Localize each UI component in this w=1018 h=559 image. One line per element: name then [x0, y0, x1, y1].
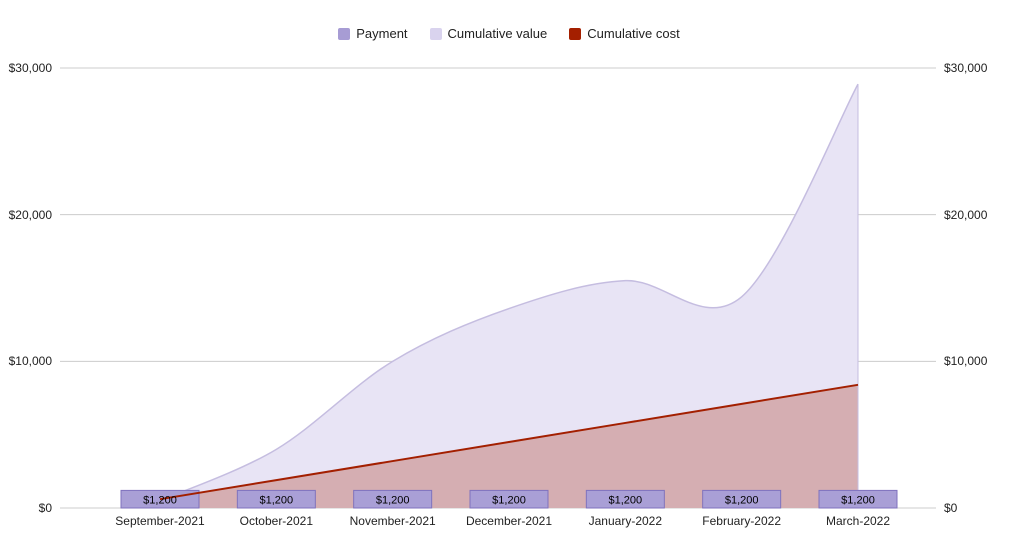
legend-label: Payment: [356, 26, 408, 41]
x-axis-label: September-2021: [115, 514, 205, 528]
bar-value-label: $1,200: [492, 494, 526, 506]
payment-bar[interactable]: [818, 489, 898, 509]
legend: Payment Cumulative value Cumulative cost: [0, 27, 1018, 40]
x-axis-label: December-2021: [465, 514, 553, 528]
x-axis-label: February-2022: [702, 514, 782, 528]
y-tick-label-right: $20,000: [944, 207, 988, 222]
bar-value-label: $1,200: [376, 494, 410, 506]
y-tick-label-right: $30,000: [944, 61, 988, 75]
bar-value-label: $1,200: [143, 494, 177, 506]
y-tick-label-left: $20,000: [8, 207, 52, 222]
bar-value-label: $1,200: [260, 494, 294, 506]
legend-item-cumulative-cost[interactable]: Cumulative cost: [569, 26, 680, 41]
cumulative-cost-line: [159, 383, 859, 501]
legend-label: Cumulative value: [447, 26, 548, 41]
legend-swatch-icon: [569, 27, 582, 40]
payment-bar[interactable]: [353, 489, 433, 509]
legend-item-cumulative-value[interactable]: Cumulative value: [429, 26, 548, 41]
y-tick-label-left: $0: [38, 501, 52, 515]
cumulative-value-line: [159, 83, 859, 502]
bar-value-label: $1,200: [841, 494, 875, 506]
bar-value-label: $1,200: [725, 494, 759, 506]
x-axis-label: March-2022: [825, 514, 891, 528]
y-tick-label-left: $30,000: [8, 61, 52, 75]
cumulative-value-area: [160, 84, 858, 508]
payment-bar[interactable]: [702, 489, 782, 509]
payment-bar[interactable]: [469, 489, 549, 509]
x-axis-label: January-2022: [588, 514, 663, 528]
y-tick-label-right: $0: [944, 501, 958, 515]
legend-swatch-icon: [429, 27, 442, 40]
payment-bar[interactable]: [236, 489, 316, 509]
x-axis-label: November-2021: [349, 514, 436, 528]
y-tick-label-right: $10,000: [944, 354, 988, 369]
cumulative-cost-area: [160, 384, 858, 508]
y-tick-label-left: $10,000: [8, 354, 52, 369]
payment-bar[interactable]: [585, 489, 665, 509]
legend-item-payment[interactable]: Payment: [338, 26, 408, 41]
x-axis-label: October-2021: [239, 514, 314, 528]
bar-value-label: $1,200: [609, 494, 643, 506]
legend-label: Cumulative cost: [587, 26, 680, 41]
legend-swatch-icon: [338, 27, 351, 40]
